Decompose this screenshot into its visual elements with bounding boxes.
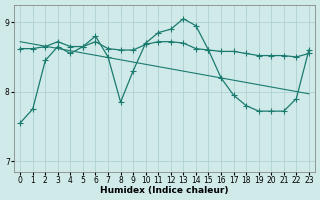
X-axis label: Humidex (Indice chaleur): Humidex (Indice chaleur) xyxy=(100,186,229,195)
